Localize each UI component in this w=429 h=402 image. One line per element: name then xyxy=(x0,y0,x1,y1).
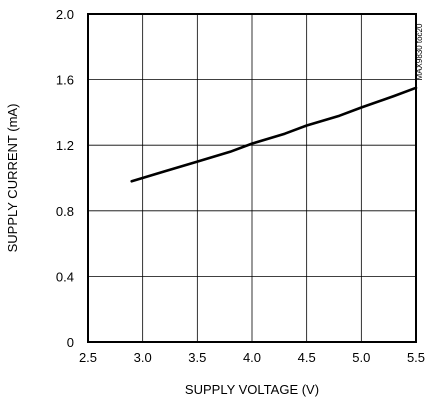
x-tick-label: 4.0 xyxy=(243,350,261,365)
x-tick-label: 5.5 xyxy=(407,350,425,365)
x-tick-label: 3.0 xyxy=(134,350,152,365)
grid-lines xyxy=(88,14,416,342)
y-tick-label: 0 xyxy=(67,335,74,350)
y-axis-title: SUPPLY CURRENT (mA) xyxy=(5,104,20,253)
x-tick-label: 3.5 xyxy=(188,350,206,365)
y-tick-label: 0.4 xyxy=(56,269,74,284)
figure-id-label: MAX9830 toc20 xyxy=(415,23,424,80)
y-tick-label: 0.8 xyxy=(56,204,74,219)
y-tick-labels: 0 0.4 0.8 1.2 1.6 2.0 xyxy=(56,7,74,350)
y-tick-label: 2.0 xyxy=(56,7,74,22)
series-group xyxy=(130,86,418,183)
x-tick-label: 4.5 xyxy=(298,350,316,365)
y-tick-label: 1.2 xyxy=(56,138,74,153)
plot-frame xyxy=(87,13,417,343)
y-tick-label: 1.6 xyxy=(56,73,74,88)
x-tick-label: 2.5 xyxy=(79,350,97,365)
supply-current-line xyxy=(130,86,418,183)
x-axis-title: SUPPLY VOLTAGE (V) xyxy=(185,382,319,397)
x-tick-labels: 2.5 3.0 3.5 4.0 4.5 5.0 5.5 xyxy=(79,350,425,365)
x-tick-label: 5.0 xyxy=(352,350,370,365)
